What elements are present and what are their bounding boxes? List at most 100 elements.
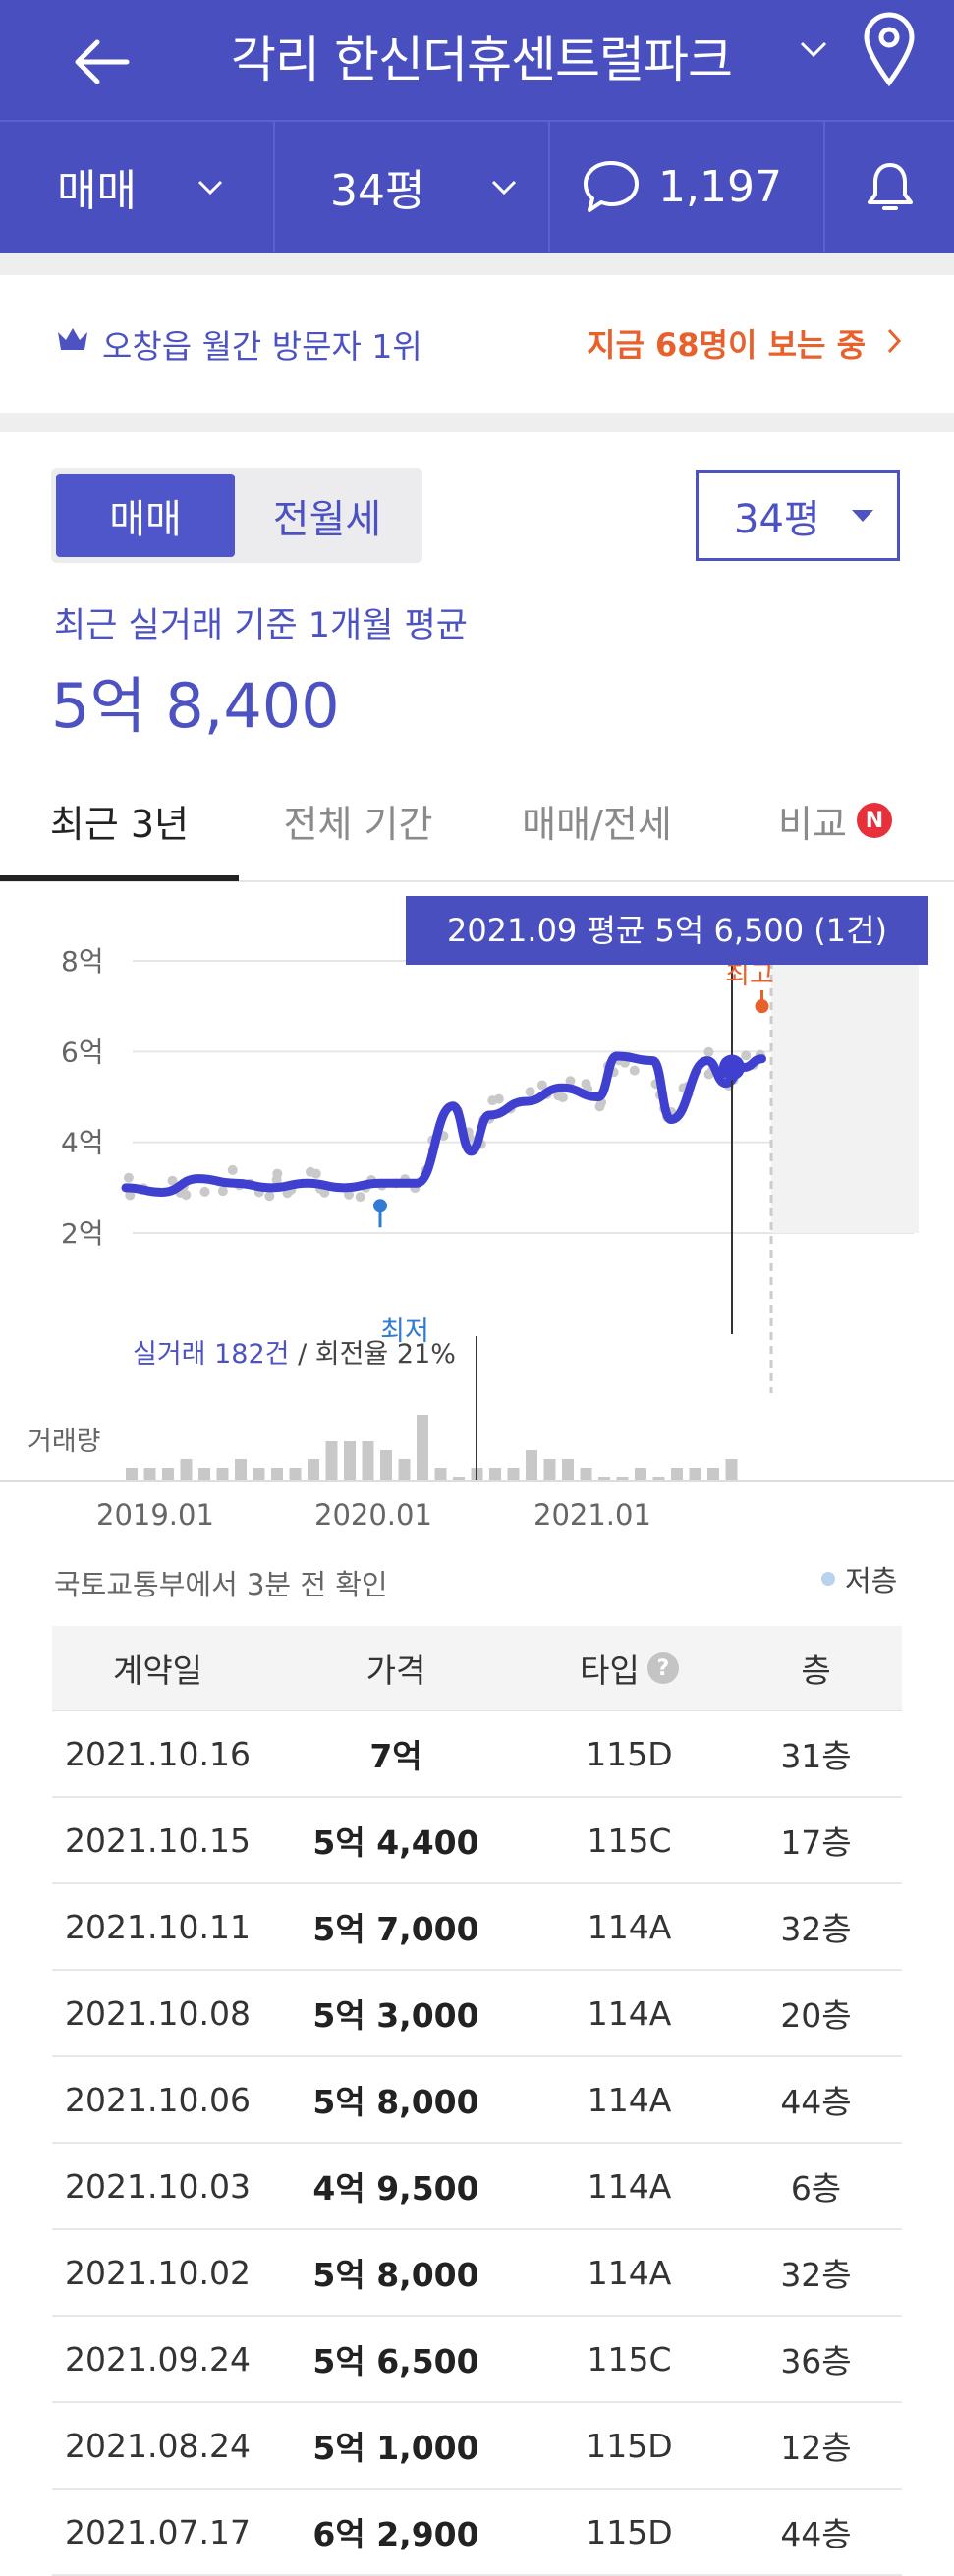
volume-bar [616,1477,629,1480]
table-row[interactable]: 2021.10.11 5억 7,000 114A 32층 [52,1884,902,1971]
cell-date: 2021.10.15 [65,1820,251,1860]
size-select-label: 34평 [734,496,820,542]
table-row[interactable]: 2021.10.15 5억 4,400 115C 17층 [52,1798,902,1884]
arrow-left-icon [75,39,130,84]
volume-bar [216,1468,229,1480]
comment-count: 1,197 [658,161,782,212]
cell-floor: 44층 [780,2515,852,2553]
size-dropdown[interactable]: 34평 [275,122,548,252]
tab-compare[interactable]: 비교 N [716,776,954,865]
trade-dot [525,1087,535,1097]
cell-date: 2021.07.17 [65,2512,251,2551]
cell-type: 115D [586,2512,673,2551]
trades-text: 실거래 182건 / 회전율 21% [133,1339,456,1370]
volume-bar [308,1459,319,1480]
x-tick-2021: 2021.01 [533,1498,651,1532]
deal-type-dropdown[interactable]: 매매 [0,122,273,252]
trade-dot [227,1164,238,1175]
table-row[interactable]: 2021.07.17 6억 2,900 115D 44층 [52,2490,902,2576]
cell-type: 114A [587,1907,672,1946]
location-pin-icon[interactable] [855,8,924,90]
average-label: 최근 실거래 기준 1개월 평균 [54,606,468,645]
cell-price: 7억 [369,1737,422,1775]
tab-active-indicator [0,875,239,881]
average-price: 5억 8,400 [51,670,340,742]
cell-floor: 44층 [780,2083,852,2121]
cell-date: 2021.10.03 [65,2166,251,2206]
chevron-right-icon [887,328,902,354]
volume-bar [126,1468,138,1480]
cell-date: 2021.08.24 [65,2426,251,2465]
selected-point[interactable] [719,1054,745,1081]
table-row[interactable]: 2021.10.08 5억 3,000 114A 20층 [52,1971,902,2057]
table-row[interactable]: 2021.10.06 5억 8,000 114A 44층 [52,2057,902,2144]
volume-bar [635,1468,646,1480]
deal-type-label: 매매 [57,166,137,216]
trade-dot [199,1186,210,1197]
volume-bar [325,1441,338,1480]
trade-dot [703,1069,714,1080]
table-row[interactable]: 2021.10.16 7억 115D 31층 [52,1711,902,1798]
comments-button[interactable]: 1,197 [550,122,823,252]
tab-recent-3y[interactable]: 최근 3년 [49,802,190,846]
volume-bar [707,1468,719,1480]
table-header: 계약일 가격 타입 ? 층 [52,1626,902,1711]
chevron-down-icon[interactable] [794,29,833,69]
bell-icon [867,163,913,210]
cell-floor: 20층 [780,1996,852,2035]
viewers-text: 지금 68명이 보는 중 [587,326,867,364]
cell-price: 5억 6,500 [312,2342,479,2380]
tab-divider [0,880,954,882]
chevron-down-icon [492,180,517,196]
table-row[interactable]: 2021.09.24 5억 6,500 115C 36층 [52,2317,902,2403]
price-chart[interactable]: 8억 6억 4억 2억 최고 최저 실거래 182건 / 회전율 21% 거래량 20… [0,882,954,1482]
chart-baseline [0,1480,954,1482]
trade-dot [264,1191,275,1202]
header-floor: 층 [801,1652,831,1690]
toggle-rent[interactable]: 전월세 [272,496,382,542]
apartment-title[interactable]: 각리 한신더휴센트럴파크 [231,31,733,88]
trade-dot [629,1065,640,1076]
trade-dot [344,1189,355,1200]
max-label: 최고 [725,960,774,990]
volume-label: 거래량 [28,1427,101,1457]
volume-bar [598,1477,610,1480]
volume-bar [398,1459,411,1480]
cell-type: 114A [587,2080,672,2119]
size-label: 34평 [330,166,425,216]
source-text: 국토교통부에서 3분 전 확인 [54,1568,388,1601]
size-select[interactable]: 34평 [696,470,900,561]
legend-low-floor[interactable]: 저층 [821,1558,897,1599]
volume-bar [162,1468,174,1480]
notification-button[interactable] [825,122,954,252]
trade-dot [355,1192,365,1203]
cell-price: 5억 8,000 [312,2083,479,2121]
volume-bar [507,1468,520,1480]
cell-floor: 31층 [780,1737,852,1775]
toggle-sale[interactable]: 매매 [56,474,235,557]
volume-bar [380,1450,392,1480]
volume-bar [235,1459,247,1480]
tab-all-period[interactable]: 전체 기간 [283,802,433,846]
cell-floor: 17층 [780,1823,852,1862]
trade-dot [741,1050,752,1061]
cell-price: 6억 2,900 [312,2515,479,2553]
table-row[interactable]: 2021.10.02 5억 8,000 114A 32층 [52,2230,902,2317]
back-button[interactable] [57,18,145,106]
speech-bubble-icon [584,161,639,212]
visitor-banner[interactable]: 오창읍 월간 방문자 1위 지금 68명이 보는 중 [0,275,954,413]
y-tick-label: 6억 [61,1036,104,1068]
rank-text: 오창읍 월간 방문자 1위 [102,327,422,365]
cell-price: 5억 3,000 [312,1996,479,2035]
tab-sale-jeonse[interactable]: 매매/전세 [522,802,672,846]
cell-date: 2021.10.06 [65,2080,251,2119]
cell-type: 115D [586,2426,673,2465]
y-tick-label: 4억 [61,1127,104,1159]
new-badge: N [856,803,892,838]
table-row[interactable]: 2021.08.24 5억 1,000 115D 12층 [52,2403,902,2490]
help-icon[interactable]: ? [646,1652,679,1684]
volume-bar [689,1468,701,1480]
cell-floor: 32층 [780,2256,852,2294]
volume-bar [143,1468,156,1480]
table-row[interactable]: 2021.10.03 4억 9,500 114A 6층 [52,2144,902,2230]
